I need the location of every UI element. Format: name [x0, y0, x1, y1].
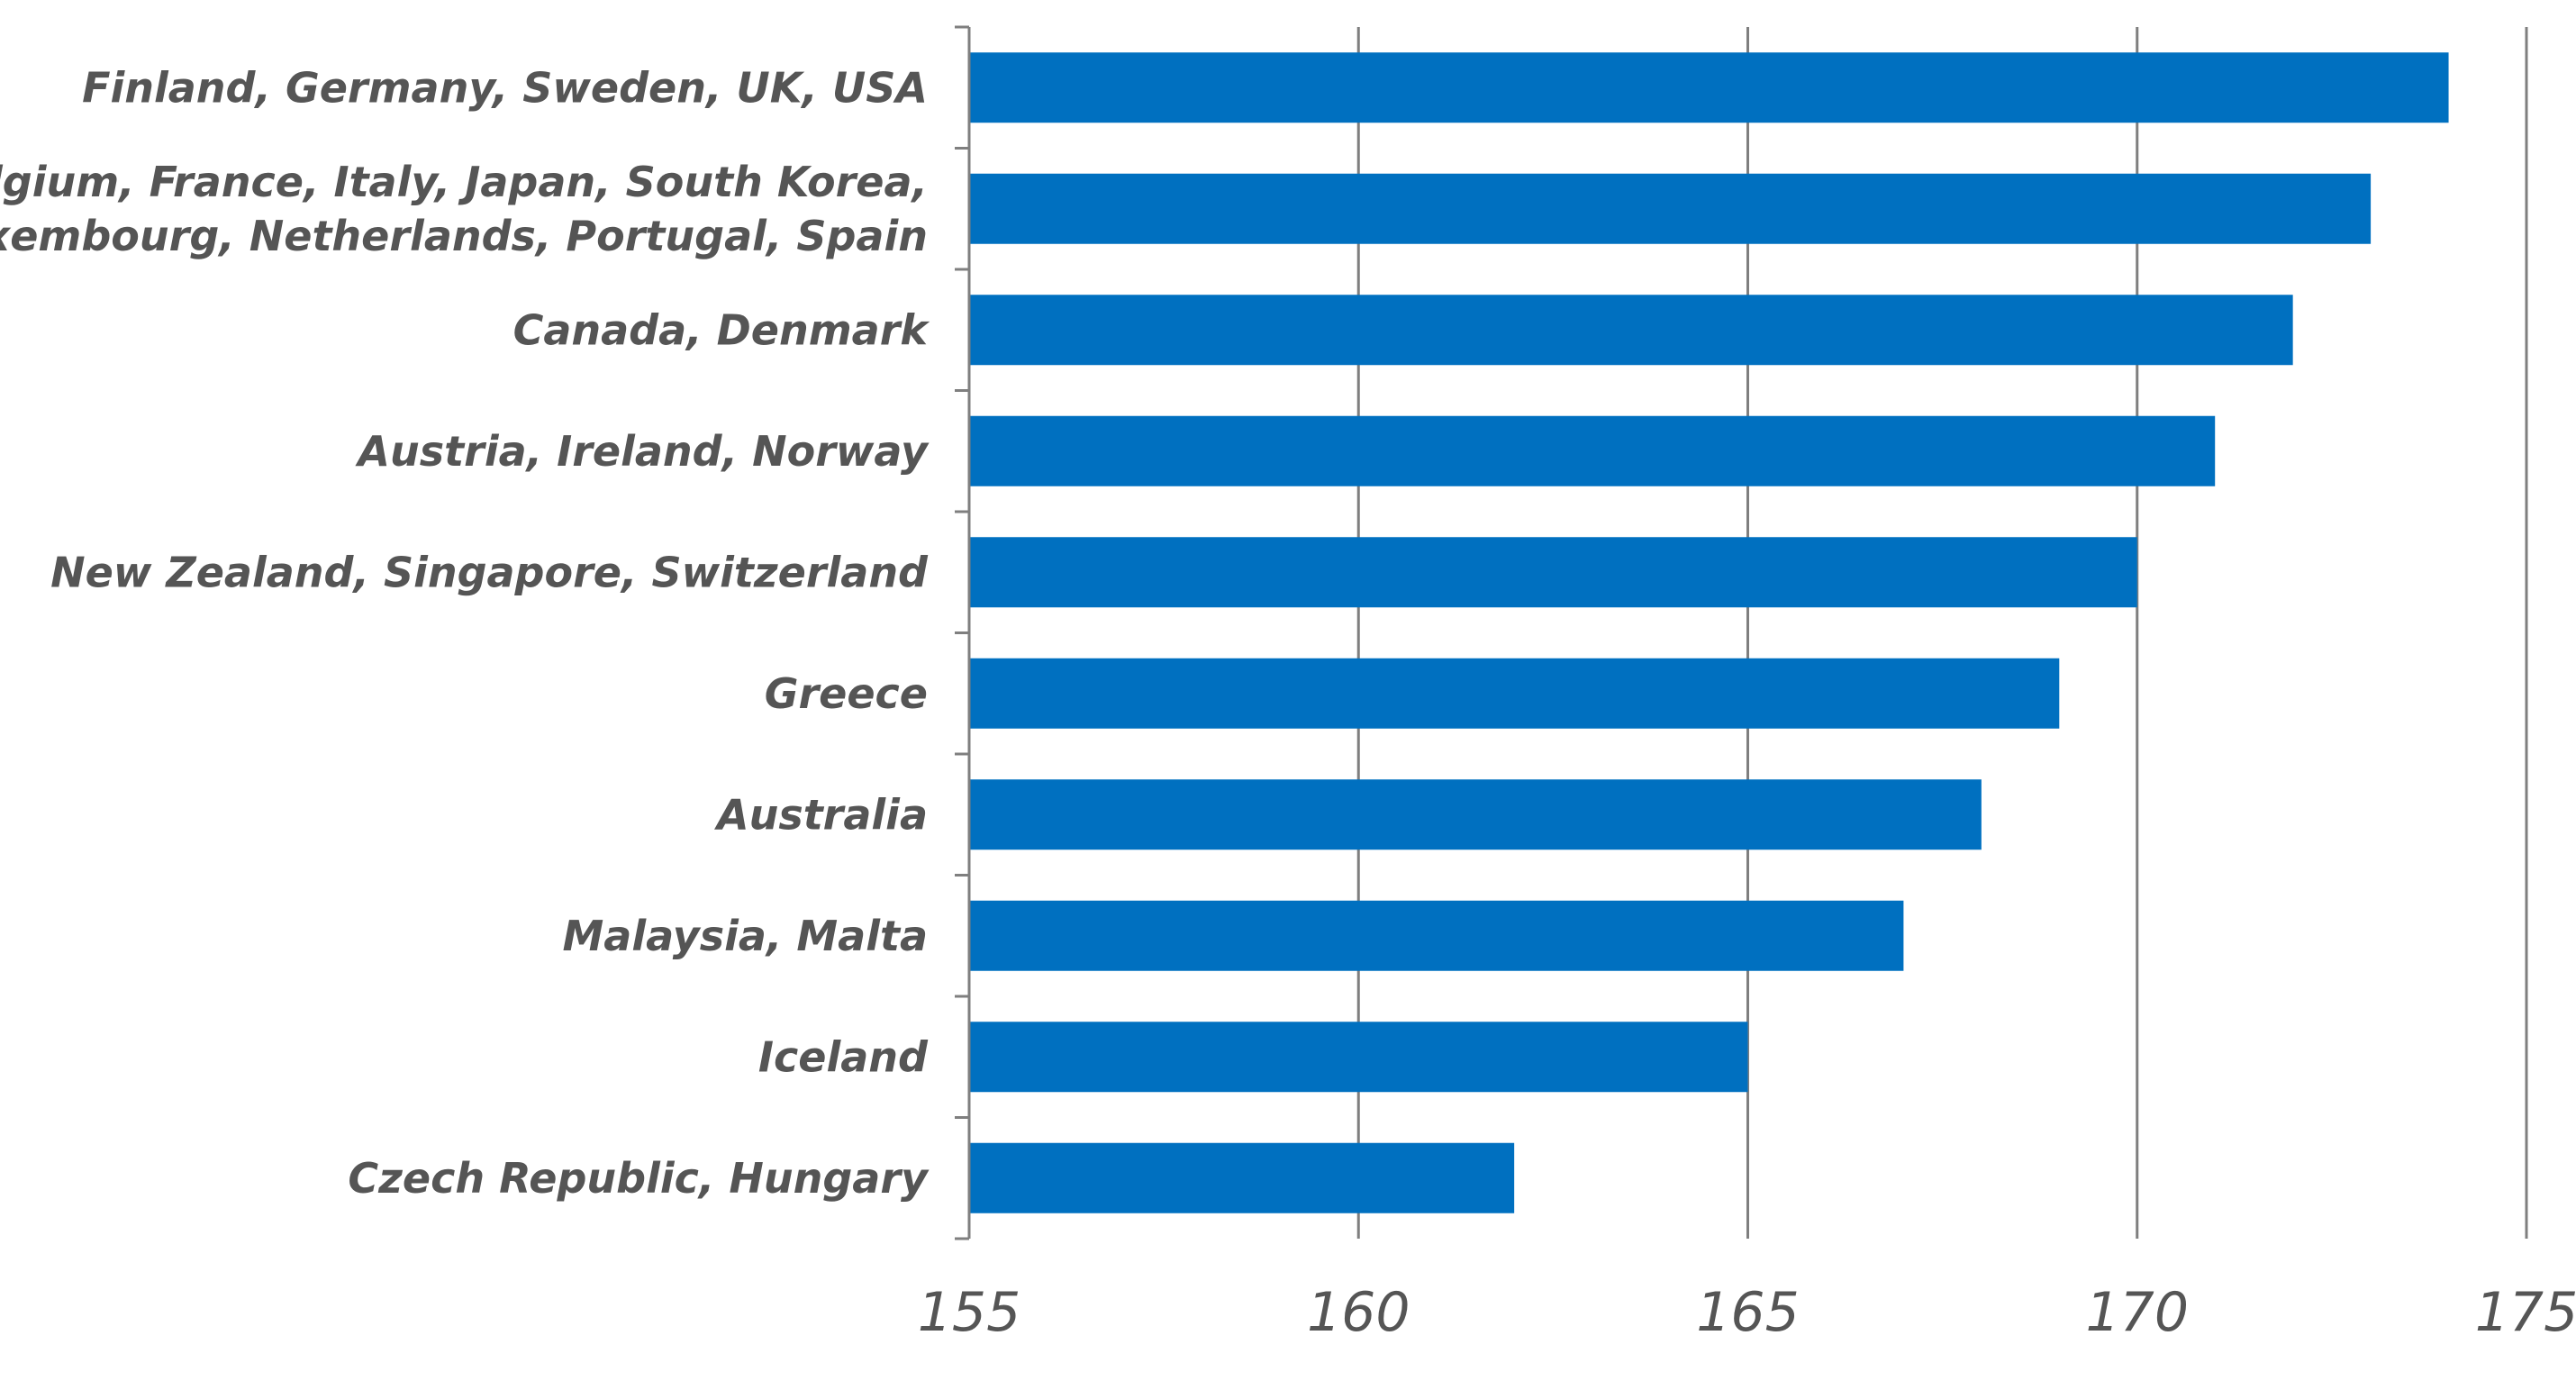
bar: [969, 658, 2060, 729]
y-axis: [955, 25, 971, 1240]
x-tick-label: 165: [1696, 1281, 1800, 1344]
bar: [969, 52, 2449, 123]
category-label: New Zealand, Singapore, Switzerland: [50, 548, 929, 596]
category-label: Iceland: [758, 1032, 929, 1081]
bar: [969, 415, 2216, 486]
x-tick-label: 155: [918, 1281, 1021, 1344]
category-label: Austria, Ireland, Norway: [355, 427, 930, 476]
bar: [969, 173, 2372, 244]
category-labels: Finland, Germany, Sweden, UK, USA Belgium…: [0, 63, 930, 1203]
category-label: Finland, Germany, Sweden, UK, USA: [82, 63, 928, 112]
bar: [969, 779, 1982, 850]
x-tick-label: 160: [1307, 1281, 1410, 1344]
bar: [969, 537, 2137, 608]
x-tick-label: 170: [2085, 1281, 2189, 1344]
bar: [969, 1142, 1515, 1213]
category-label: Belgium, France, Italy, Japan, South Kor…: [0, 158, 928, 260]
bar: [969, 295, 2293, 366]
category-label: Czech Republic, Hungary: [348, 1154, 930, 1203]
category-label: Malaysia, Malta: [563, 912, 929, 960]
category-label: Australia: [714, 790, 928, 839]
bar: [969, 1022, 1748, 1093]
category-label: Greece: [765, 669, 928, 718]
x-tick-labels: 155 160 165 170 175: [918, 1281, 2576, 1344]
category-label: Canada, Denmark: [513, 305, 930, 354]
bars: [969, 52, 2449, 1213]
bar: [969, 900, 1904, 971]
x-tick-label: 175: [2475, 1281, 2576, 1344]
